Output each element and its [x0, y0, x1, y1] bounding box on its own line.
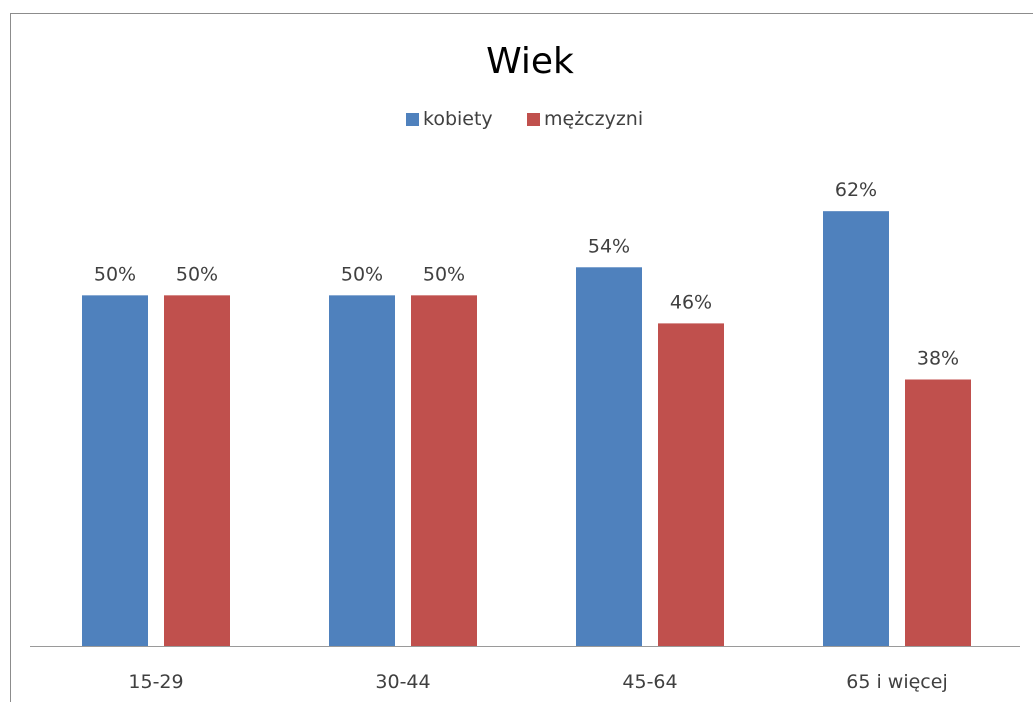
x-tick-label: 15-29 — [128, 671, 183, 693]
bar-mężczyzni-45-64 — [658, 323, 724, 646]
bar-kobiety-15-29 — [82, 295, 148, 646]
chart-title: Wiek — [486, 41, 574, 82]
bar-kobiety-45-64 — [576, 267, 642, 646]
legend-label-kobiety: kobiety — [423, 108, 493, 130]
data-label-kobiety-30-44: 50% — [341, 263, 383, 285]
legend-label-mężczyzni: mężczyzni — [544, 108, 643, 130]
legend: kobiety mężczyzni — [406, 108, 643, 130]
data-label-kobiety-15-29: 50% — [94, 263, 136, 285]
x-tick-label: 65 i więcej — [846, 671, 947, 693]
data-label-mężczyzni-65 i więcej: 38% — [917, 347, 959, 369]
bar-kobiety-30-44 — [329, 295, 395, 646]
data-label-mężczyzni-15-29: 50% — [176, 263, 218, 285]
x-axis-ticks: 15-29 30-44 45-64 65 i więcej — [128, 671, 947, 693]
data-label-kobiety-65 i więcej: 62% — [835, 179, 877, 201]
bar-kobiety-65 i więcej — [823, 211, 889, 646]
data-label-mężczyzni-30-44: 50% — [423, 263, 465, 285]
bar-mężczyzni-65 i więcej — [905, 379, 971, 646]
data-label-kobiety-45-64: 54% — [588, 235, 630, 257]
bar-mężczyzni-30-44 — [411, 295, 477, 646]
x-tick-label: 45-64 — [622, 671, 677, 693]
bar-mężczyzni-15-29 — [164, 295, 230, 646]
x-tick-label: 30-44 — [375, 671, 430, 693]
data-labels: 50% 50% 54% 62% 50% 50% 46% 38% — [94, 179, 959, 369]
data-label-mężczyzni-45-64: 46% — [670, 291, 712, 313]
bars — [82, 211, 971, 646]
legend-swatch-mężczyzni — [527, 113, 540, 126]
legend-swatch-kobiety — [406, 113, 419, 126]
